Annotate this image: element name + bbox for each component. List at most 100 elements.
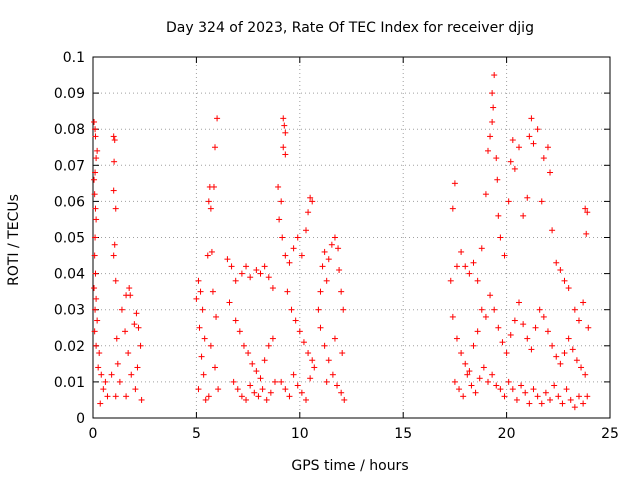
data-point xyxy=(497,386,504,393)
data-point xyxy=(93,295,100,302)
x-tick-label: 20 xyxy=(498,426,516,442)
data-point xyxy=(578,364,585,371)
data-point xyxy=(466,368,473,375)
data-point xyxy=(580,299,587,306)
data-point xyxy=(329,371,336,378)
data-point xyxy=(294,234,301,241)
data-point xyxy=(207,205,214,212)
plot-frame xyxy=(92,56,611,419)
y-tick-label: 0.07 xyxy=(54,158,85,174)
data-point xyxy=(96,350,103,357)
data-point xyxy=(110,252,117,259)
data-point xyxy=(100,386,107,393)
data-point xyxy=(127,292,134,299)
data-point xyxy=(462,360,469,367)
data-point xyxy=(97,400,104,407)
data-point xyxy=(328,241,335,248)
data-point xyxy=(111,137,118,144)
data-point xyxy=(204,252,211,259)
data-point xyxy=(247,274,254,281)
data-point xyxy=(292,317,299,324)
data-point xyxy=(571,306,578,313)
data-point xyxy=(205,393,212,400)
data-point xyxy=(104,393,111,400)
data-point xyxy=(466,270,473,277)
data-point xyxy=(456,386,463,393)
data-point xyxy=(482,313,489,320)
data-point xyxy=(309,198,316,205)
data-point xyxy=(112,277,119,284)
data-point xyxy=(209,288,216,295)
data-point xyxy=(491,306,498,313)
data-point xyxy=(91,191,98,198)
data-point xyxy=(210,183,217,190)
y-tick-label: 0.01 xyxy=(54,375,85,391)
data-point xyxy=(282,129,289,136)
y-tick-label: 0.03 xyxy=(54,303,85,319)
data-point xyxy=(470,259,477,266)
data-point xyxy=(507,158,514,165)
data-point xyxy=(251,389,258,396)
data-point xyxy=(110,133,117,140)
data-point xyxy=(489,90,496,97)
data-point xyxy=(489,118,496,125)
data-point xyxy=(583,230,590,237)
data-point xyxy=(474,328,481,335)
data-point xyxy=(339,350,346,357)
data-point xyxy=(282,151,289,158)
data-point xyxy=(284,288,291,295)
data-point xyxy=(269,335,276,342)
data-point xyxy=(212,144,219,151)
data-point xyxy=(298,252,305,259)
data-point xyxy=(255,393,262,400)
data-point xyxy=(489,371,496,378)
data-point xyxy=(110,187,117,194)
y-tick-label: 0.05 xyxy=(54,231,85,247)
data-point xyxy=(538,400,545,407)
data-point xyxy=(92,205,99,212)
data-point xyxy=(91,118,98,125)
data-point xyxy=(323,378,330,385)
data-point xyxy=(98,371,105,378)
data-point xyxy=(116,378,123,385)
data-point xyxy=(133,310,140,317)
data-point xyxy=(195,277,202,284)
data-point xyxy=(92,270,99,277)
data-point xyxy=(296,328,303,335)
data-point xyxy=(511,317,518,324)
data-point xyxy=(290,245,297,252)
chart-title: Day 324 of 2023, Rate Of TEC Index for r… xyxy=(166,20,534,36)
data-point xyxy=(453,263,460,270)
data-point xyxy=(95,364,102,371)
data-point xyxy=(549,227,556,234)
data-point xyxy=(542,389,549,396)
data-point xyxy=(540,313,547,320)
data-point xyxy=(462,263,469,270)
data-point xyxy=(338,288,345,295)
data-point xyxy=(197,288,204,295)
data-point xyxy=(215,386,222,393)
data-point xyxy=(92,234,99,241)
data-point xyxy=(232,277,239,284)
data-point xyxy=(91,176,98,183)
data-point xyxy=(224,256,231,263)
data-point xyxy=(305,350,312,357)
data-point xyxy=(317,324,324,331)
data-point xyxy=(232,317,239,324)
data-point xyxy=(199,306,206,313)
y-tick-label: 0.08 xyxy=(54,122,85,138)
data-point xyxy=(118,306,125,313)
data-point xyxy=(503,350,510,357)
data-point xyxy=(325,357,332,364)
data-point xyxy=(91,328,98,335)
data-point xyxy=(482,191,489,198)
data-point xyxy=(321,248,328,255)
data-point xyxy=(303,227,310,234)
data-point xyxy=(474,277,481,284)
data-point xyxy=(513,396,520,403)
data-point xyxy=(257,270,264,277)
data-point xyxy=(208,248,215,255)
data-point xyxy=(94,317,101,324)
data-point xyxy=(331,335,338,342)
data-point xyxy=(555,393,562,400)
